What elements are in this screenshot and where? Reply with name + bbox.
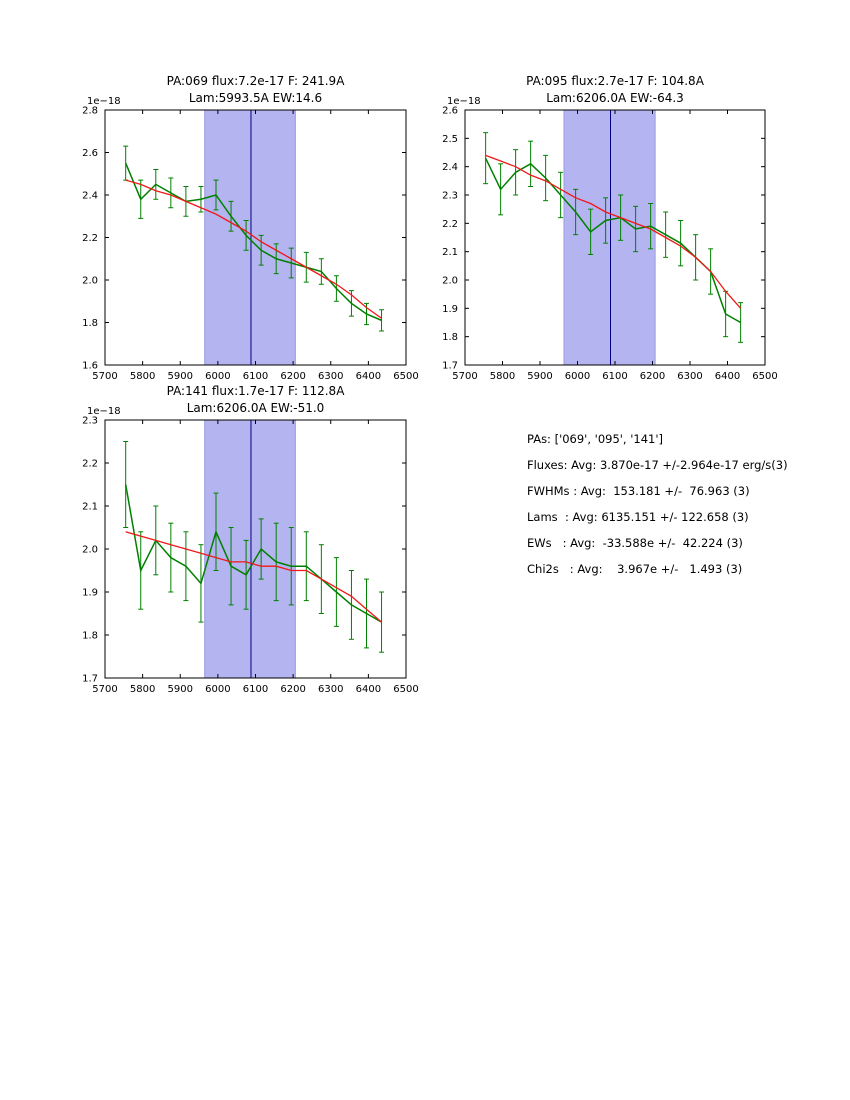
y-tick-label: 2.2 bbox=[442, 219, 458, 230]
y-tick-label: 2.0 bbox=[82, 276, 98, 287]
y-tick-label: 1.8 bbox=[82, 631, 98, 642]
selection-band bbox=[204, 109, 296, 366]
chart-2-title: PA:095 flux:2.7e-17 F: 104.8A Lam:6206.0… bbox=[465, 73, 765, 107]
x-tick-label: 6400 bbox=[356, 371, 381, 382]
x-tick-label: 5800 bbox=[490, 371, 515, 382]
y-tick-label: 1.7 bbox=[82, 674, 98, 685]
y-tick-label: 2.1 bbox=[82, 502, 98, 513]
chart-2-plot: 5700 5800 5900 6000 6100 6200 6300 6400 6500 1.7 1… bbox=[442, 96, 778, 382]
x-tick-label: 6100 bbox=[602, 371, 627, 382]
x-tick-label: 5700 bbox=[92, 684, 117, 695]
stats-line-fluxes: Fluxes: Avg: 3.870e-17 +/-2.964e-17 erg/… bbox=[527, 458, 788, 472]
x-tick-label: 5700 bbox=[452, 371, 477, 382]
y-tick-label: 1.9 bbox=[442, 304, 458, 315]
x-tick-label: 6000 bbox=[565, 371, 590, 382]
stats-line-lams: Lams : Avg: 6135.151 +/- 122.658 (3) bbox=[527, 510, 749, 524]
y-tick-label: 2.4 bbox=[442, 162, 458, 173]
x-tick-label: 6100 bbox=[243, 371, 268, 382]
x-tick-label: 6200 bbox=[280, 371, 305, 382]
y-tick-label: 2.0 bbox=[82, 545, 98, 556]
spectrum-line bbox=[124, 484, 382, 623]
chart-3-title: PA:141 flux:1.7e-17 F: 112.8A Lam:6206.0… bbox=[105, 383, 406, 417]
chart-1-title: PA:069 flux:7.2e-17 F: 241.9A Lam:5993.5… bbox=[105, 73, 406, 107]
x-tick-label: 6000 bbox=[205, 684, 230, 695]
x-tick-label: 6300 bbox=[677, 371, 702, 382]
fit-line bbox=[125, 531, 382, 623]
x-tick-label: 5900 bbox=[527, 371, 552, 382]
y-tick-label: 2.6 bbox=[82, 148, 98, 159]
x-tick-label: 5900 bbox=[168, 371, 193, 382]
chart-2-title-line2: Lam:6206.0A EW:-64.3 bbox=[546, 91, 684, 105]
y-tick-label: 2.5 bbox=[442, 134, 458, 145]
y-offset-label: 1e−18 bbox=[447, 96, 481, 107]
y-tick-label: 2.2 bbox=[82, 459, 98, 470]
selection-band bbox=[204, 419, 296, 679]
x-tick-label: 6300 bbox=[318, 684, 343, 695]
chart-1-title-line1: PA:069 flux:7.2e-17 F: 241.9A bbox=[166, 74, 345, 88]
y-tick-label: 1.9 bbox=[82, 588, 98, 599]
y-tick-label: 2.3 bbox=[442, 191, 458, 202]
y-tick-label: 1.7 bbox=[442, 361, 458, 372]
stats-line-pas: PAs: ['069', '095', '141'] bbox=[527, 432, 664, 446]
y-tick-label: 1.6 bbox=[82, 361, 98, 372]
x-tick-label: 6400 bbox=[356, 684, 381, 695]
stats-line-chi2s: Chi2s : Avg: 3.967e +/- 1.493 (3) bbox=[527, 562, 743, 576]
x-tick-label: 5800 bbox=[130, 684, 155, 695]
x-tick-label: 6200 bbox=[280, 684, 305, 695]
x-tick-label: 6500 bbox=[393, 371, 418, 382]
y-tick-label: 2.1 bbox=[442, 247, 458, 258]
stats-line-ews: EWs : Avg: -33.588e +/- 42.224 (3) bbox=[527, 536, 743, 550]
y-tick-label: 1.8 bbox=[442, 332, 458, 343]
y-offset-label: 1e−18 bbox=[87, 406, 121, 417]
y-tick-label: 2.8 bbox=[82, 106, 98, 117]
stats-line-fwhms: FWHMs : Avg: 153.181 +/- 76.963 (3) bbox=[527, 484, 750, 498]
y-tick-label: 1.8 bbox=[82, 318, 98, 329]
chart-3-title-line2: Lam:6206.0A EW:-51.0 bbox=[186, 401, 325, 415]
chart-1-title-line2: Lam:5993.5A EW:14.6 bbox=[188, 91, 323, 105]
fit-line bbox=[485, 154, 742, 309]
chart-3-plot: 5700 5800 5900 6000 6100 6200 6300 6400 6500 1.7 1… bbox=[82, 406, 419, 695]
y-tick-label: 2.6 bbox=[442, 106, 458, 117]
x-tick-label: 6100 bbox=[243, 684, 268, 695]
x-tick-label: 6400 bbox=[715, 371, 740, 382]
y-tick-label: 2.4 bbox=[82, 191, 98, 202]
selection-band bbox=[563, 109, 656, 366]
x-tick-label: 5700 bbox=[92, 371, 117, 382]
x-tick-label: 6300 bbox=[318, 371, 343, 382]
stats-panel: PAs: ['069', '095', '141'] Fluxes: Avg: … bbox=[527, 432, 788, 588]
chart-1-plot: 5700 5800 5900 6000 6100 6200 6300 6400 6500 1.6 1… bbox=[82, 96, 419, 382]
fit-line bbox=[125, 179, 382, 319]
chart-2-title-line1: PA:095 flux:2.7e-17 F: 104.8A bbox=[526, 74, 704, 88]
x-tick-label: 5900 bbox=[168, 684, 193, 695]
y-tick-label: 2.3 bbox=[82, 416, 98, 427]
x-tick-label: 6200 bbox=[640, 371, 665, 382]
chart-3-title-line1: PA:141 flux:1.7e-17 F: 112.8A bbox=[166, 384, 345, 398]
y-tick-label: 2.2 bbox=[82, 233, 98, 244]
x-tick-label: 6500 bbox=[752, 371, 777, 382]
x-tick-label: 6000 bbox=[205, 371, 230, 382]
y-offset-label: 1e−18 bbox=[87, 96, 121, 107]
spectrum-line bbox=[125, 162, 382, 322]
x-tick-label: 5800 bbox=[130, 371, 155, 382]
y-tick-label: 2.0 bbox=[442, 276, 458, 287]
x-tick-label: 6500 bbox=[393, 684, 418, 695]
